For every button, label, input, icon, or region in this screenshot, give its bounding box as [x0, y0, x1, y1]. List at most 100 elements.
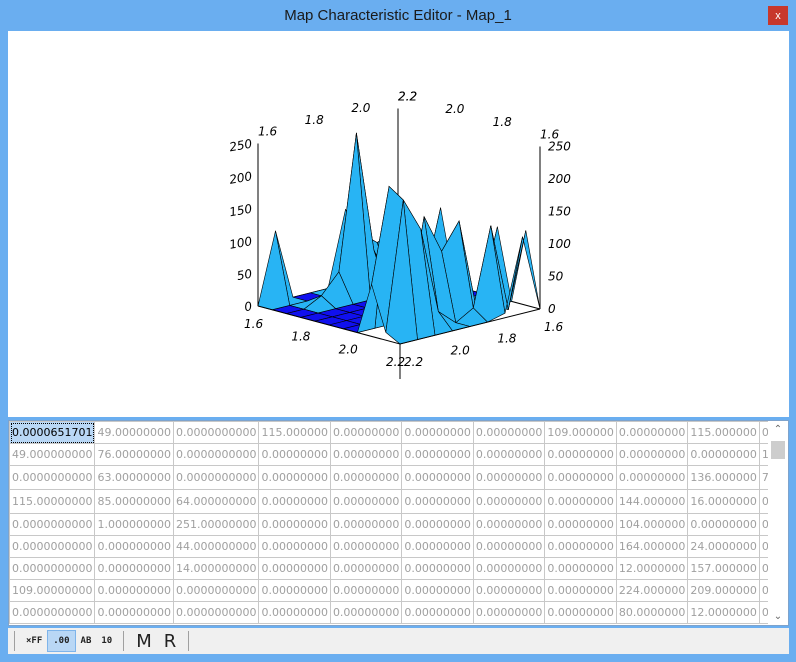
table-cell[interactable]: 0.00000000 [472, 535, 546, 558]
table-cell[interactable]: 104.000000 [615, 513, 689, 536]
ascii-format-button[interactable]: AB [80, 636, 92, 646]
table-cell[interactable]: 0.00000000 [329, 465, 403, 490]
vertical-scrollbar[interactable]: ⌃ ⌄ [768, 421, 788, 625]
table-cell[interactable]: 0.00000000 [401, 513, 474, 536]
table-cell[interactable]: 0.00000000 [401, 443, 474, 466]
surface-chart[interactable]: 0 0 50 50 100 100 150 150 200 200 250 250 1.6 1.6 1.6 1… [8, 31, 789, 417]
data-grid[interactable]: 0.0000651701 49.00000000 0.0000000000 115.0… [8, 420, 789, 626]
table-cell[interactable]: 0.00000000 [329, 489, 403, 514]
table-cell[interactable]: 0.00000000 [544, 443, 617, 466]
table-cell[interactable]: 0.00000000 [544, 535, 617, 558]
table-cell[interactable]: 0.00000000 [472, 513, 546, 536]
table-cell[interactable]: 0.00000000 [258, 489, 331, 514]
decimal-format-button[interactable]: .00 [47, 630, 76, 652]
table-cell[interactable]: 157.000000 [687, 557, 760, 580]
table-cell[interactable]: 64.000000000 [172, 489, 260, 514]
table-cell[interactable]: 0.00000000 [544, 601, 617, 624]
table-cell[interactable]: 0.0000000000 [9, 557, 96, 580]
table-cell[interactable]: 0.0000000000 [172, 601, 260, 624]
table-cell[interactable]: 0.00000000 [258, 465, 331, 490]
table-cell[interactable]: 0.00000000 [401, 421, 474, 444]
table-cell[interactable]: 44.000000000 [172, 535, 260, 558]
table-cell[interactable]: 0.00000000 [544, 579, 617, 602]
scroll-down-icon[interactable]: ⌄ [773, 611, 783, 622]
table-cell[interactable]: 0.000000000 [94, 557, 174, 580]
table-cell[interactable]: 0.00000000 [544, 513, 617, 536]
table-cell[interactable]: 0.00000000 [401, 535, 474, 558]
table-cell[interactable]: 144.000000 [615, 489, 689, 514]
table-cell[interactable]: 63.00000000 [94, 465, 174, 490]
table-cell[interactable]: 209.000000 [687, 579, 760, 602]
table-cell[interactable]: 0.00000000 [401, 601, 474, 624]
close-button[interactable]: x [768, 6, 788, 25]
table-cell[interactable]: 0.000000000 [94, 601, 174, 624]
table-cell[interactable]: 0.00000000 [544, 489, 617, 514]
table-cell[interactable]: 0.000000000 [94, 535, 174, 558]
table-cell[interactable]: 164.000000 [615, 535, 689, 558]
table-cell[interactable]: 0.000000000 [94, 579, 174, 602]
table-cell[interactable]: 80.0000000 [615, 601, 689, 624]
table-cell[interactable]: 0.0000000000 [9, 465, 96, 490]
table-cell[interactable]: 0.00000000 [472, 601, 546, 624]
table-cell[interactable]: 0.0000000000 [172, 443, 260, 466]
table-cell[interactable]: 12.0000000 [615, 557, 689, 580]
table-cell[interactable]: 0.00000000 [687, 443, 760, 466]
hex-format-button[interactable]: ×FF [26, 636, 43, 646]
table-cell[interactable]: 14.000000000 [172, 557, 260, 580]
table-cell[interactable]: 115.000000 [258, 421, 331, 444]
table-cell[interactable]: 0.00000000 [258, 557, 331, 580]
table-cell[interactable]: 0.00000000 [329, 601, 403, 624]
table-cell[interactable]: 0.00000000 [401, 465, 474, 490]
table-cell[interactable]: 115.00000000 [9, 489, 96, 514]
table-cell[interactable]: 0.0000000000 [172, 579, 260, 602]
table-cell[interactable]: 109.00000000 [9, 579, 96, 602]
scroll-thumb[interactable] [771, 441, 785, 459]
table-cell[interactable]: 0.00000000 [615, 443, 689, 466]
table-cell[interactable]: 0.0000000000 [172, 465, 260, 490]
scroll-up-icon[interactable]: ⌃ [773, 424, 783, 435]
table-cell[interactable]: 0.0000000000 [9, 535, 96, 558]
table-cell[interactable]: 136.000000 [687, 465, 760, 490]
table-cell[interactable]: 0.00000000 [329, 513, 403, 536]
table-cell[interactable]: 0.00000000 [258, 443, 331, 466]
table-cell[interactable]: 0.0000000000 [9, 601, 96, 624]
table-cell[interactable]: 0.00000000 [329, 421, 403, 444]
table-cell[interactable]: 1.000000000 [94, 513, 174, 536]
table-cell[interactable]: 251.00000000 [172, 513, 260, 536]
table-cell[interactable]: 76.00000000 [94, 443, 174, 466]
table-cell[interactable]: 0.00000000 [329, 535, 403, 558]
table-cell[interactable]: 12.0000000 [687, 601, 760, 624]
table-cell[interactable]: 0.00000000 [472, 443, 546, 466]
table-cell[interactable]: 0.00000000 [401, 557, 474, 580]
integer-format-button[interactable]: 10 [101, 636, 113, 646]
table-cell[interactable]: 0.00000000 [472, 557, 546, 580]
table-cell[interactable]: 85.00000000 [94, 489, 174, 514]
table-cell[interactable]: 0.00000000 [544, 557, 617, 580]
table-cell[interactable]: 24.0000000 [687, 535, 760, 558]
table-cell[interactable]: 0.00000000 [687, 513, 760, 536]
table-cell[interactable]: 109.000000 [544, 421, 617, 444]
m-button[interactable]: M [136, 630, 152, 652]
table-cell[interactable]: 16.0000000 [687, 489, 760, 514]
table-cell[interactable]: 0.00000000 [258, 579, 331, 602]
table-cell[interactable]: 0.0000000000 [172, 421, 260, 444]
table-cell[interactable]: 0.00000000 [615, 465, 689, 490]
table-cell[interactable]: 0.00000000 [472, 465, 546, 490]
table-cell[interactable]: 49.00000000 [94, 421, 174, 444]
table-cell[interactable]: 0.00000000 [329, 557, 403, 580]
table-cell[interactable]: 0.00000000 [544, 465, 617, 490]
table-cell[interactable]: 0.0000651701 [9, 421, 96, 444]
r-button[interactable]: R [163, 630, 177, 652]
table-cell[interactable]: 0.00000000 [472, 421, 546, 444]
table-cell[interactable]: 49.000000000 [9, 443, 96, 466]
table-cell[interactable]: 0.00000000 [401, 579, 474, 602]
table-cell[interactable]: 0.00000000 [329, 443, 403, 466]
table-cell[interactable]: 224.000000 [615, 579, 689, 602]
table-cell[interactable]: 0.00000000 [472, 489, 546, 514]
table-cell[interactable]: 0.00000000 [258, 513, 331, 536]
table-cell[interactable]: 0.00000000 [401, 489, 474, 514]
table-cell[interactable]: 0.00000000 [258, 535, 331, 558]
table-cell[interactable]: 115.000000 [687, 421, 760, 444]
table-cell[interactable]: 0.00000000 [472, 579, 546, 602]
table-cell[interactable]: 0.00000000 [258, 601, 331, 624]
